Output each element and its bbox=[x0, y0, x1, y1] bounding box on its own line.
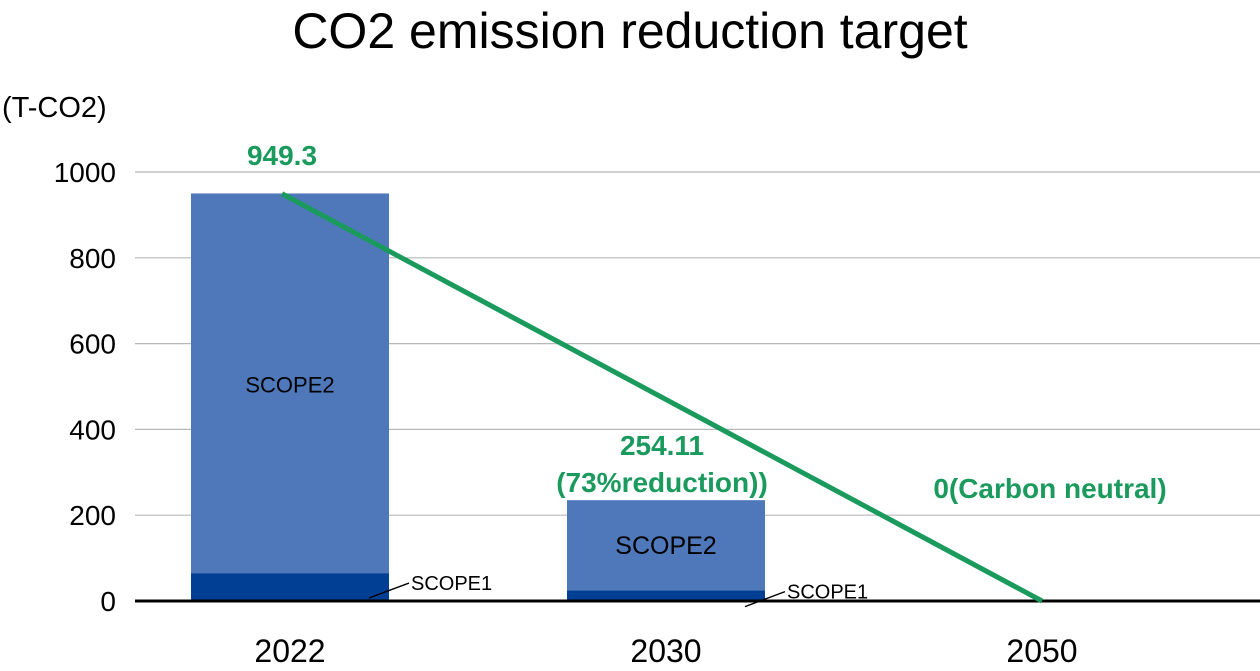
y-tick-label: 600 bbox=[69, 329, 116, 360]
annotation-2050: 0(Carbon neutral) bbox=[933, 473, 1166, 504]
x-tick-label-2030: 2030 bbox=[630, 633, 701, 669]
segment-label-scope1: SCOPE1 bbox=[411, 573, 492, 595]
y-tick-label: 800 bbox=[69, 243, 116, 274]
bar-scope1-2022 bbox=[191, 573, 389, 601]
segment-label-scope2: SCOPE2 bbox=[615, 532, 716, 560]
y-tick-label: 200 bbox=[69, 500, 116, 531]
y-tick-label: 400 bbox=[69, 414, 116, 445]
y-tick-label: 0 bbox=[100, 586, 116, 617]
chart-title: CO2 emission reduction target bbox=[292, 3, 968, 59]
bar-scope1-2030 bbox=[567, 590, 765, 601]
annotation-2030: (73%reduction)) bbox=[556, 467, 768, 498]
y-tick-label: 1000 bbox=[54, 157, 116, 188]
x-tick-label-2050: 2050 bbox=[1006, 633, 1077, 669]
y-axis-unit-label: (T-CO2) bbox=[2, 92, 107, 124]
annotation-2030: 254.11 bbox=[620, 430, 704, 461]
segment-label-leader bbox=[744, 590, 786, 608]
segment-label-scope2: SCOPE2 bbox=[245, 372, 334, 397]
x-tick-label-2022: 2022 bbox=[254, 633, 325, 669]
trend-line bbox=[280, 191, 1044, 604]
bar-scope2-2022 bbox=[191, 193, 389, 574]
segment-labels: SCOPE1 SCOPE2 SCOPE1 SCOPE2 bbox=[245, 372, 868, 608]
bar-scope2-2030 bbox=[567, 500, 765, 591]
bars bbox=[191, 193, 765, 601]
y-axis-ticks: 0 200 400 600 800 1000 bbox=[54, 157, 116, 617]
annotations: 949.3 254.11 (73%reduction)) 0(Carbon neutr… bbox=[247, 140, 1167, 504]
annotation-2022: 949.3 bbox=[247, 140, 317, 171]
segment-label-leader bbox=[368, 582, 410, 599]
segment-label-scope1: SCOPE1 bbox=[787, 582, 868, 604]
x-axis-ticks: 2022 2030 2050 bbox=[254, 633, 1077, 669]
